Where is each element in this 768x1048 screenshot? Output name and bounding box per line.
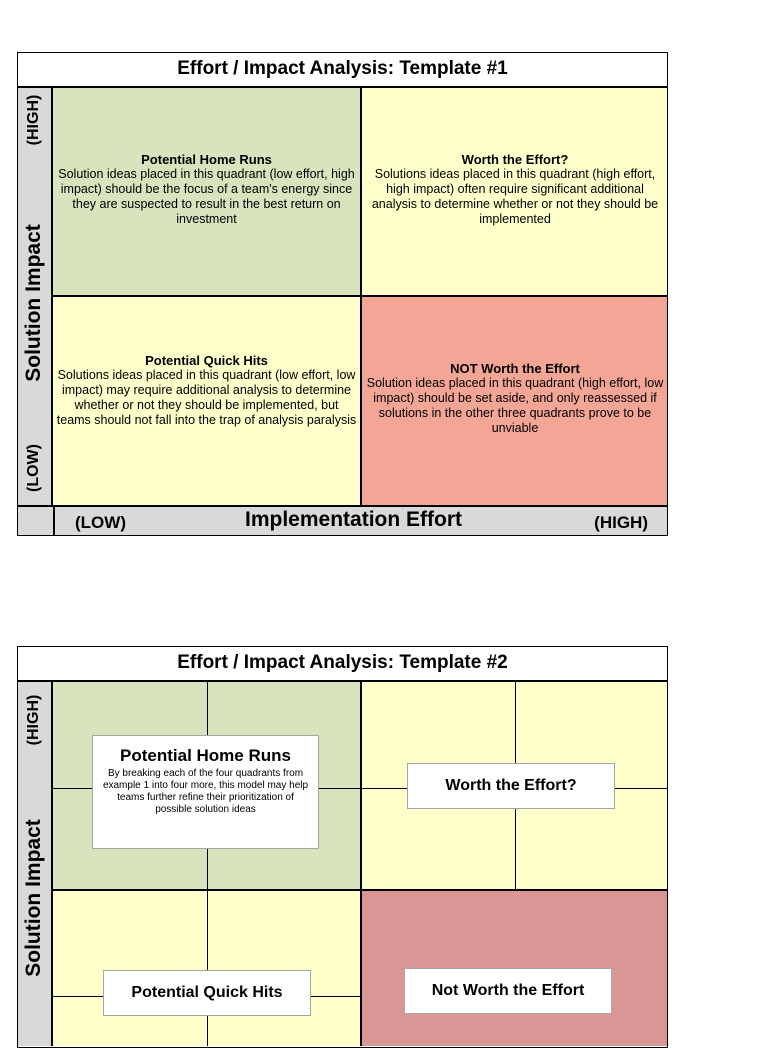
quadrant-worth-effort-text: Solutions ideas placed in this quadrant …: [371, 167, 659, 226]
template-2-matrix: Effort / Impact Analysis: Template #2 (H…: [17, 646, 668, 1048]
quadrant-worth-effort-title: Worth the Effort?: [461, 152, 569, 167]
quadrant-quick-hits: [53, 891, 360, 1046]
horizontal-divider: [53, 295, 668, 297]
not-worth-label-box: Not Worth the Effort: [404, 968, 612, 1014]
quadrant-quick-hits-text: Solutions ideas placed in this quadrant …: [56, 368, 357, 427]
sub-divider: [207, 891, 208, 1046]
quadrant-quick-hits-title: Potential Quick Hits: [145, 353, 268, 368]
home-runs-box-title: Potential Home Runs: [120, 746, 291, 765]
template-1-y-axis: (HIGH) Solution Impact (LOW): [17, 88, 53, 505]
quadrant-home-runs-text: Solution ideas placed in this quadrant (…: [58, 167, 355, 226]
x-axis-title: Implementation Effort: [245, 508, 463, 531]
quadrant-not-worth: NOT Worth the Effort Solution ideas plac…: [362, 297, 668, 505]
worth-effort-label-box: Worth the Effort?: [407, 763, 615, 809]
x-axis-high-label: (HIGH): [594, 513, 648, 532]
template-1-matrix: Effort / Impact Analysis: Template #1 (H…: [17, 52, 668, 536]
quadrant-quick-hits: Potential Quick Hits Solutions ideas pla…: [53, 297, 360, 505]
template-1-border: [17, 52, 668, 536]
quadrant-not-worth-title: NOT Worth the Effort: [450, 361, 580, 376]
template-2-y-axis: (HIGH) Solution Impact: [17, 682, 53, 1046]
vertical-divider: [360, 682, 362, 1046]
home-runs-label-box: Potential Home Runs By breaking each of …: [92, 735, 319, 849]
quick-hits-label-box: Potential Quick Hits: [103, 970, 311, 1016]
quadrant-worth-effort: Worth the Effort? Solutions ideas placed…: [362, 88, 668, 295]
quadrant-home-runs: Potential Home Runs Solution ideas place…: [53, 88, 360, 295]
template-2-title: Effort / Impact Analysis: Template #2: [17, 646, 668, 682]
template-1-x-axis: (LOW) Implementation Effort (HIGH): [17, 505, 668, 536]
quadrant-not-worth-text: Solution ideas placed in this quadrant (…: [366, 376, 664, 435]
quadrant-home-runs-title: Potential Home Runs: [141, 152, 272, 167]
template-2-border: [17, 646, 668, 1048]
x-axis-low-label: (LOW): [75, 513, 126, 532]
horizontal-divider: [53, 889, 668, 891]
template-1-title: Effort / Impact Analysis: Template #1: [17, 52, 668, 88]
home-runs-box-text: By breaking each of the four quadrants f…: [102, 768, 309, 815]
